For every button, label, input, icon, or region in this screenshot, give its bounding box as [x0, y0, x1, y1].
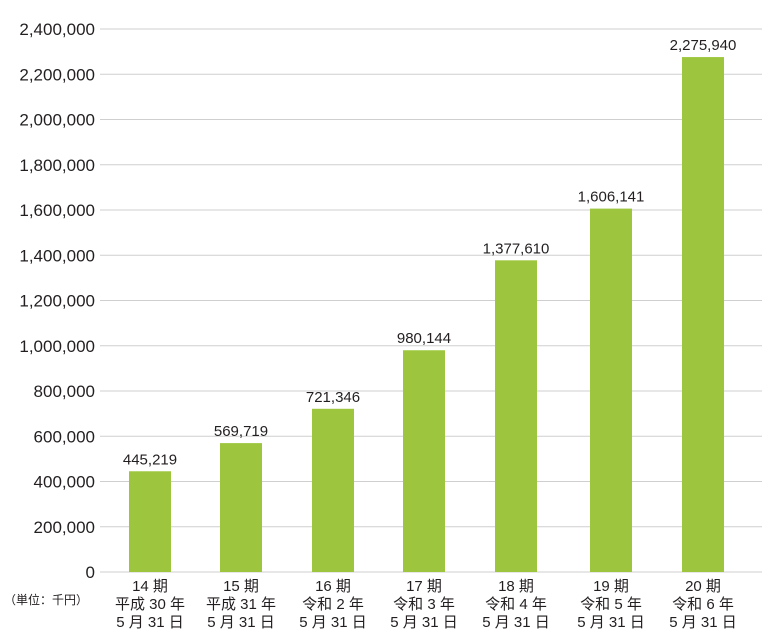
- x-tick-label: 16 期: [315, 578, 351, 595]
- x-tick-label: 5 月 31 日: [390, 614, 458, 631]
- y-tick-label: 600,000: [34, 427, 95, 446]
- x-tick-label: 5 月 31 日: [669, 614, 737, 631]
- x-tick-label: 令和 4 年: [485, 596, 547, 613]
- x-tick-label: 17 期: [406, 578, 442, 595]
- x-tick-label: 15 期: [223, 578, 259, 595]
- data-label: 569,719: [214, 423, 268, 440]
- unit-label: （単位：千円）: [4, 592, 88, 607]
- x-tick-label: 令和 6 年: [672, 596, 734, 613]
- bar: [495, 260, 537, 572]
- x-tick-label: 5 月 31 日: [207, 614, 275, 631]
- x-tick-label: 令和 5 年: [580, 596, 642, 613]
- x-tick-label: 令和 3 年: [393, 596, 455, 613]
- bar: [220, 443, 262, 572]
- y-tick-label: 1,200,000: [19, 292, 95, 311]
- bar: [403, 350, 445, 572]
- y-tick-label: 2,000,000: [19, 111, 95, 130]
- x-tick-label: 5 月 31 日: [577, 614, 645, 631]
- data-label: 1,606,141: [578, 189, 645, 206]
- x-tick-label: 5 月 31 日: [299, 614, 367, 631]
- x-tick-label: 平成 31 年: [206, 596, 276, 613]
- data-labels: 445,219 569,719 721,346 980,144 1,377,610 1,6…: [123, 37, 736, 468]
- x-tick-label: 5 月 31 日: [116, 614, 184, 631]
- data-label: 1,377,610: [483, 240, 550, 257]
- x-tick-label: 5 月 31 日: [482, 614, 550, 631]
- y-axis-ticks: 0 200,000 400,000 600,000 800,000 1,000,000 1,…: [19, 20, 95, 582]
- y-tick-label: 1,800,000: [19, 156, 95, 175]
- y-tick-label: 1,600,000: [19, 201, 95, 220]
- x-tick-label: 平成 30 年: [115, 596, 185, 613]
- bar: [590, 208, 632, 572]
- y-tick-label: 0: [86, 563, 95, 582]
- y-tick-label: 2,200,000: [19, 65, 95, 84]
- x-axis-labels: 14 期平成 30 年5 月 31 日15 期平成 31 年5 月 31 日16…: [115, 578, 737, 631]
- x-tick-label: 20 期: [685, 578, 721, 595]
- bar: [682, 57, 724, 572]
- y-tick-label: 1,400,000: [19, 246, 95, 265]
- x-tick-label: 18 期: [498, 578, 534, 595]
- y-tick-label: 400,000: [34, 473, 95, 492]
- x-tick-label: 19 期: [593, 578, 629, 595]
- data-label: 721,346: [306, 389, 360, 406]
- y-tick-label: 800,000: [34, 382, 95, 401]
- bar: [129, 471, 171, 572]
- data-label: 980,144: [397, 330, 451, 347]
- data-label: 445,219: [123, 451, 177, 468]
- bars: [129, 57, 724, 572]
- x-tick-label: 令和 2 年: [302, 596, 364, 613]
- y-tick-label: 1,000,000: [19, 337, 95, 356]
- bar: [312, 408, 354, 572]
- data-label: 2,275,940: [670, 37, 737, 54]
- y-tick-label: 200,000: [34, 518, 95, 537]
- x-tick-label: 14 期: [132, 578, 168, 595]
- y-tick-label: 2,400,000: [19, 20, 95, 39]
